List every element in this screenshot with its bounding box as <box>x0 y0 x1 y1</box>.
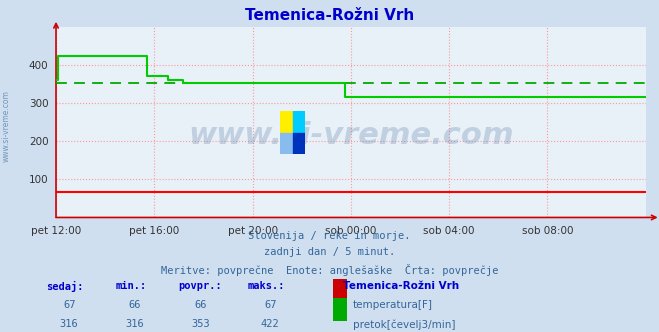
Text: 66: 66 <box>195 300 207 310</box>
Text: Slovenija / reke in morje.: Slovenija / reke in morje. <box>248 231 411 241</box>
Bar <box>280 111 293 133</box>
Text: 67: 67 <box>264 300 276 310</box>
Text: Temenica-Rožni Vrh: Temenica-Rožni Vrh <box>343 281 459 290</box>
Bar <box>293 111 305 133</box>
Text: 422: 422 <box>261 319 279 329</box>
Text: povpr.:: povpr.: <box>178 281 221 290</box>
Text: temperatura[F]: temperatura[F] <box>353 300 432 310</box>
Text: Meritve: povprečne  Enote: anglešaške  Črta: povprečje: Meritve: povprečne Enote: anglešaške Črt… <box>161 264 498 276</box>
Text: www.si-vreme.com: www.si-vreme.com <box>188 121 514 150</box>
Text: zadnji dan / 5 minut.: zadnji dan / 5 minut. <box>264 247 395 257</box>
Text: 316: 316 <box>60 319 78 329</box>
Text: 316: 316 <box>126 319 144 329</box>
Text: 353: 353 <box>192 319 210 329</box>
Text: pretok[čevelj3/min]: pretok[čevelj3/min] <box>353 319 455 330</box>
Text: maks.:: maks.: <box>247 281 285 290</box>
Bar <box>280 133 293 154</box>
Bar <box>293 133 305 154</box>
Text: 66: 66 <box>129 300 141 310</box>
Text: Temenica-Rožni Vrh: Temenica-Rožni Vrh <box>245 8 414 23</box>
Text: min.:: min.: <box>115 281 146 290</box>
Text: www.si-vreme.com: www.si-vreme.com <box>1 90 11 162</box>
Text: sedaj:: sedaj: <box>46 281 84 291</box>
Text: 67: 67 <box>63 300 75 310</box>
